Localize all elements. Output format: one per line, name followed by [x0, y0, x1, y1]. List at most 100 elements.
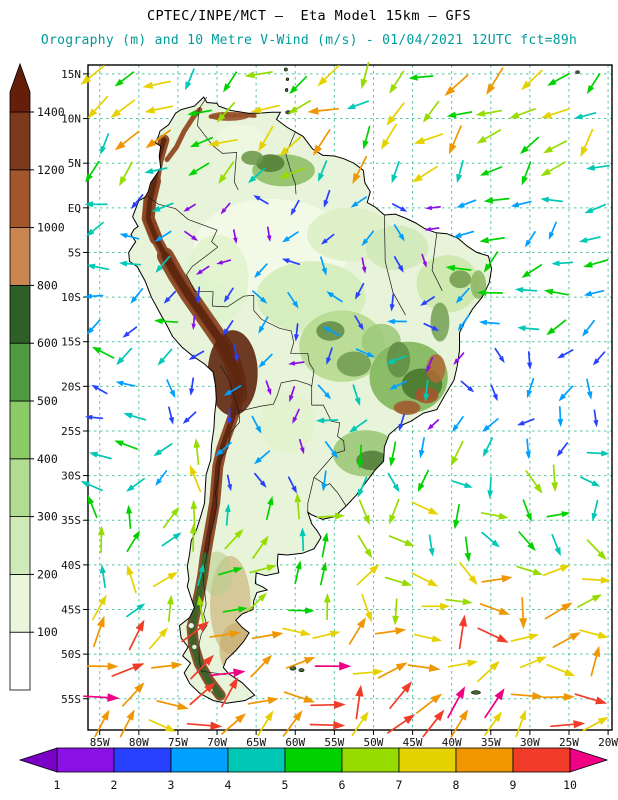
wind-arrow-shaft [552, 636, 573, 648]
wind-segment [512, 747, 571, 773]
wind-segment [341, 747, 400, 773]
wind-arrow-shaft [558, 261, 574, 265]
wind-arrow-shaft [484, 697, 499, 719]
wind-arrow-head [258, 325, 265, 334]
wind-arrow-head [294, 492, 302, 503]
wind-arrow-shaft [427, 100, 440, 116]
country-border [147, 195, 219, 248]
icefield [192, 644, 197, 650]
wind-arrow-head [597, 716, 609, 725]
wind-arrow-head [363, 514, 370, 526]
elevation-label: 500 [37, 394, 58, 408]
wind-arrow-head [126, 709, 135, 721]
wind-arrow-head [386, 358, 395, 365]
wind-arrow-head [559, 564, 571, 572]
wind-arrow-head [132, 530, 141, 540]
wind-arrow-shaft [463, 199, 477, 206]
wind-arrow-shaft [461, 314, 470, 326]
wind-arrow-shaft [517, 200, 532, 206]
wind-arrow-head [289, 394, 294, 403]
wind-arrow-shaft [357, 282, 365, 294]
wind-arrow-head [233, 237, 238, 244]
elevation-over-arrow [9, 62, 31, 113]
wind-arrow-shaft [591, 259, 609, 266]
wind-arrow-shaft [253, 167, 266, 179]
wind-arrow-head [453, 519, 460, 530]
wind-arrow-head [591, 480, 601, 487]
wind-arrow-head [189, 388, 195, 396]
wind-arrow-head [305, 607, 315, 614]
wind-arrow-shaft [544, 607, 565, 620]
wind-arrow-head [456, 173, 463, 184]
wind-arrow-shaft [120, 71, 135, 83]
wind-arrow-head [313, 144, 323, 156]
wind-arrow-shaft [528, 377, 535, 392]
wind-arrow-shaft [295, 99, 312, 110]
country-border [197, 96, 239, 191]
wind-arrow-shaft [516, 565, 535, 573]
wind-arrow-head [136, 603, 146, 611]
wind-arrow-head [114, 140, 126, 151]
wind-arrow-shaft [492, 197, 510, 202]
wind-arrow-head [403, 714, 416, 725]
wind-arrow-shaft [590, 655, 598, 677]
wind-arrow-shaft [148, 719, 168, 729]
wind-arrow-head [533, 483, 543, 494]
wind-arrow-head [586, 84, 595, 95]
wind-arrow-shaft [527, 69, 543, 85]
wind-arrow-shaft [494, 347, 502, 358]
wind-arrow-shaft [190, 662, 207, 680]
wind-arrow-shaft [328, 329, 341, 337]
wind-arrow-head [525, 451, 531, 460]
lat-label: 10S [61, 291, 81, 304]
lat-label: 55S [61, 693, 81, 706]
wind-arrow-head [408, 74, 418, 81]
wind-arrow-head [525, 512, 532, 522]
wind-arrow-head [397, 264, 404, 273]
wind-arrow-head [292, 416, 298, 424]
wind-arrow-head [322, 532, 329, 542]
wind-arrow-shaft [127, 326, 138, 335]
wind-arrow-head [360, 78, 368, 90]
wind-arrow-shaft [355, 348, 369, 355]
wind-arrow-head [431, 635, 443, 643]
wind-arrow-head [592, 358, 600, 366]
wind-arrow-shaft [491, 67, 504, 87]
wind-arrow-shaft [428, 356, 434, 368]
lat-label: 10N [61, 113, 81, 126]
wind-arrow-shaft [128, 512, 132, 530]
wind-arrow-shaft [487, 166, 503, 174]
wind-arrow-shaft [547, 198, 563, 203]
lon-label: 35W [481, 736, 501, 749]
wind-arrow-shaft [90, 294, 104, 298]
wind-arrow-head [420, 300, 428, 306]
wind-arrow-shaft [265, 503, 272, 521]
wind-arrow-head [355, 684, 364, 697]
wind-arrow-shaft [420, 437, 425, 452]
wind-arrow-head [216, 260, 224, 265]
wind-arrow-shaft [510, 635, 531, 642]
wind-arrow-head [267, 696, 279, 705]
wind-arrow-shaft [360, 476, 368, 491]
wind-arrow-head [119, 176, 127, 187]
wind-arrow-shaft [485, 437, 494, 451]
wind-arrow-head [389, 304, 395, 312]
wind-arrow-head [266, 388, 272, 396]
wind-arrow-shaft [288, 260, 301, 266]
wind-arrow-head [557, 352, 565, 359]
wind-arrow-head [96, 615, 105, 628]
wind-arrow-shaft [585, 319, 595, 332]
wind-arrow-head [453, 232, 462, 238]
lon-label: 55W [324, 736, 344, 749]
country-border [238, 379, 312, 412]
elevation-segment [9, 227, 31, 286]
wind-arrow-head [264, 710, 274, 722]
terrain-patch [215, 124, 266, 157]
wind-arrow-head [444, 85, 456, 96]
wind-arrow-shaft [327, 347, 333, 359]
wind-arrow-head [191, 235, 199, 241]
wind-arrow-shaft [487, 251, 499, 267]
wind-arrow-head [456, 202, 465, 208]
wind-arrow-head [287, 106, 298, 114]
